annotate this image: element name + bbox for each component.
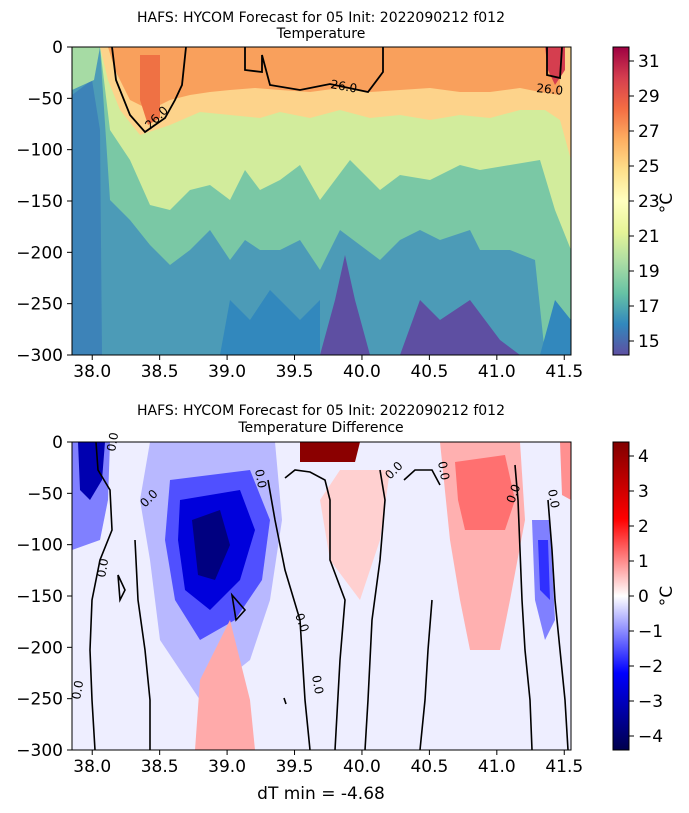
panel1-yaxis: 0 −50 −100 −150 −200 −250 −300 [16,38,72,366]
y-tick-label: −100 [16,536,63,556]
panel1-title-line1: HAFS: HYCOM Forecast for 05 Init: 202209… [137,10,505,26]
panel2-contour-label: 0.0 [252,468,269,489]
x-tick-label: 40.5 [410,362,448,382]
x-tick-label: 38.5 [141,757,179,777]
y-tick-label: 0 [52,38,63,58]
panel1-colorbar-ticks: 15 17 19 21 23 25 27 29 31 [629,52,660,352]
colorbar-tick-label: −2 [638,657,663,677]
panel1-contour-label: 26.0 [329,77,358,95]
colorbar-tick-label: −3 [638,692,663,712]
colorbar-tick-label: −1 [638,622,663,642]
panel1-colorbar-unit: °C [657,193,677,213]
panel2-neg-left-core [78,442,105,500]
panel1-band-deep3 [220,290,320,355]
panel1-band-leftcool [72,47,100,90]
y-tick-label: −50 [27,89,63,109]
x-tick-label: 41.5 [545,362,583,382]
colorbar-tick-label: 17 [638,297,660,317]
x-tick-label: 39.5 [276,362,314,382]
temperature-panel: HAFS: HYCOM Forecast for 05 Init: 202209… [16,10,677,382]
colorbar-tick-label: 4 [638,447,649,467]
panel1-contour-label: 26.0 [536,81,564,98]
panel2-neg-right-core [538,540,550,600]
y-tick-label: −250 [16,295,63,315]
panel1-field [72,47,571,355]
x-tick-label: 38.0 [73,757,111,777]
panel1-band-leftcold [72,80,102,355]
panel2-pos-mid [320,470,390,600]
y-tick-label: −300 [16,346,63,366]
panel2-field [72,442,571,750]
y-tick-label: −100 [16,141,63,161]
panel2-colorbar [612,441,630,751]
x-tick-label: 38.0 [73,362,111,382]
panel1-title-line2: Temperature [276,26,366,42]
panel2-yaxis: 0 −50 −100 −150 −200 −250 −300 [16,433,72,761]
panel2-contour-label: 0.0 [309,674,326,695]
panel1-band-deep4 [540,300,571,355]
panel2-pos-right-edge [560,442,571,500]
panel2-title-line1: HAFS: HYCOM Forecast for 05 Init: 202209… [137,403,505,419]
y-tick-label: −200 [16,638,63,658]
panel1-colorbar [612,46,630,356]
x-tick-label: 41.5 [545,757,583,777]
colorbar-tick-label: 31 [638,52,660,72]
panel2-pos-bottom [195,620,255,750]
panel1-xaxis: 38.0 38.5 39.0 39.5 40.0 40.5 41.0 41.5 [73,355,583,382]
panel2-contour-label: 0.0 [69,679,86,700]
colorbar-tick-label: 3 [638,482,649,502]
colorbar-tick-label: 29 [638,87,660,107]
panel2-contour-label: 0.0 [504,482,524,505]
panel2-contour-label: 0.0 [435,460,452,481]
panel1-band-orange [108,47,560,110]
colorbar-tick-label: 15 [638,332,660,352]
panel2-xaxis: 38.0 38.5 39.0 39.5 40.0 40.5 41.0 41.5 [73,750,583,777]
panel1-band-deep2 [400,300,520,355]
x-tick-label: 39.5 [276,757,314,777]
panel1-band-deep1 [320,255,370,355]
x-tick-label: 39.0 [208,757,246,777]
colorbar-tick-label: 23 [638,192,660,212]
panel2-xlabel: dT min = -4.68 [257,784,385,804]
x-tick-label: 39.0 [208,362,246,382]
panel1-contour-26-a [111,47,187,134]
x-tick-label: 40.5 [410,757,448,777]
colorbar-tick-label: −4 [638,727,663,747]
x-tick-label: 41.0 [478,362,516,382]
panel2-contour-label: 0.0 [545,488,562,509]
colorbar-tick-label: 21 [638,227,660,247]
panel2-pos-topright2 [455,455,515,530]
panel2-contours-zero [89,442,569,750]
panel2-neg-main-core [192,510,230,580]
colorbar-tick-label: 2 [638,517,649,537]
panel2-pos-topdark [300,442,360,462]
panel1-contour-26-b [244,47,384,93]
y-tick-label: −50 [27,484,63,504]
panel2-title-line2: Temperature Difference [237,420,403,436]
colorbar-tick-label: 0 [638,587,649,607]
panel2-colorbar-ticks: 4 3 2 1 0 −1 −2 −3 −4 [629,447,663,747]
x-tick-label: 40.0 [343,757,381,777]
x-tick-label: 40.0 [343,362,381,382]
colorbar-tick-label: 27 [638,122,660,142]
y-tick-label: −150 [16,192,63,212]
y-tick-label: −150 [16,587,63,607]
y-tick-label: 0 [52,433,63,453]
panel2-contour-label: 0.0 [94,557,111,578]
colorbar-tick-label: 19 [638,262,660,282]
panel2-colorbar-unit: °C [657,586,677,606]
panel1-contour-26-c [546,47,563,80]
y-tick-label: −300 [16,741,63,761]
y-tick-label: −250 [16,690,63,710]
x-tick-label: 41.0 [478,757,516,777]
panel2-contour-label: 0.0 [292,611,312,634]
y-tick-label: −200 [16,243,63,263]
panel1-band-darkorange [140,55,160,125]
colorbar-tick-label: 1 [638,552,649,572]
temperature-difference-panel: HAFS: HYCOM Forecast for 05 Init: 202209… [16,403,677,804]
colorbar-tick-label: 25 [638,157,660,177]
x-tick-label: 38.5 [141,362,179,382]
